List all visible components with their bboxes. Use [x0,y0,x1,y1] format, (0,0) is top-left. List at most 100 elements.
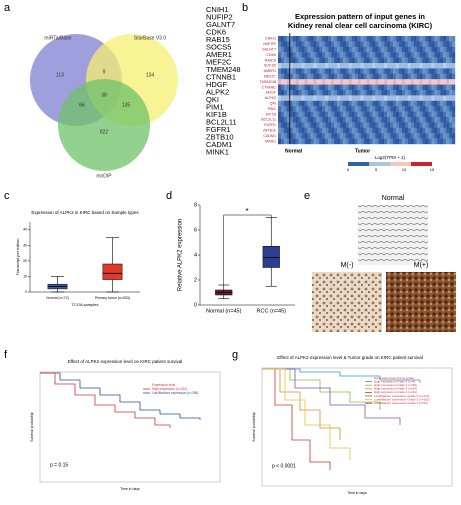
heat-cell [334,36,338,42]
heat-cell [449,117,453,123]
heat-cell [295,79,299,85]
heat-cell [319,68,323,74]
heat-cell [351,138,355,145]
heat-cell [393,127,397,134]
heat-cell [375,127,379,134]
heat-cell [331,84,335,91]
heat-cell [416,36,420,42]
heat-cell [278,100,282,107]
heat-cell [449,79,453,85]
heat-cell [307,111,311,118]
heat-cell [298,46,302,53]
heat-cell [384,90,388,96]
heat-cell [278,127,282,134]
gene-name: KIF1B [206,110,227,119]
heat-cell [393,84,397,91]
heat-cell [325,111,329,118]
heat-cell [301,46,305,53]
heat-cell [446,90,450,96]
heat-cell [384,127,388,134]
heat-cell [366,68,370,74]
heat-cell [298,68,302,74]
heat-cell [348,41,352,47]
heat-cell [313,68,317,74]
heat-cell [443,122,447,128]
heat-cell [286,46,290,53]
heat-cell [351,106,355,112]
heat-cell [407,122,411,128]
heat-cell [396,68,400,74]
heat-cell [295,122,299,128]
heat-cell [393,117,397,123]
heat-cell [372,79,376,85]
heat-cell [304,90,308,96]
heat-cell [334,84,338,91]
heat-cell [295,133,299,139]
heat-cell [310,117,314,123]
heat-cell [404,46,408,53]
heat-cell [351,117,355,123]
heat-cell [410,41,414,47]
heat-cell [422,63,426,69]
heat-cell [440,68,444,74]
heat-cell [452,133,456,139]
heat-cell [401,122,406,128]
heat-cell [369,57,373,64]
heat-cell [369,46,373,53]
heat-cell [369,90,373,96]
heat-cell [334,46,338,53]
heat-cell [446,46,450,53]
heat-cell [307,122,311,128]
heat-cell [289,73,293,80]
heat-cell [348,63,352,69]
heat-cell [363,79,367,85]
heat-cell [375,73,379,80]
heat-cell [434,79,438,85]
heat-cell [443,117,447,123]
heat-cell [316,79,320,85]
heat-cell [351,133,355,139]
heatmap-title: Expression pattern of input genes in Kid… [287,12,433,30]
heat-cell [428,95,432,101]
heat-cell [304,68,308,74]
heat-cell [384,111,388,118]
heat-cell [298,63,302,69]
heat-cell [428,52,432,58]
heat-cell [434,57,438,64]
heat-cell [351,90,355,96]
heat-cell [354,117,358,123]
heat-cell [393,36,397,42]
heat-cell [292,117,296,123]
heat-cell [337,117,341,123]
heat-cell [345,52,349,58]
heat-cell [372,73,376,80]
heat-cell [384,63,388,69]
heat-cell [357,117,361,123]
heat-cell [381,122,385,128]
heat-cell [393,52,397,58]
heat-cell [393,138,397,145]
heat-cell [398,100,403,107]
heat-cell [375,106,379,112]
heat-cell [357,79,361,85]
heat-cell [369,73,373,80]
heat-cell [339,106,344,112]
heat-cell [381,100,385,107]
heat-cell [322,46,326,53]
heat-cell [404,52,408,58]
heat-cell [325,106,329,112]
heat-cell [449,46,453,53]
heat-cell [440,36,444,42]
heat-cell [440,73,444,80]
heat-cell [452,63,456,69]
heat-cell [342,111,347,118]
heat-cell [328,122,332,128]
heat-cell [378,79,382,85]
heat-cell [357,41,361,47]
heat-cell [393,79,397,85]
heat-cell [428,106,432,112]
heat-cell [354,41,358,47]
heat-cell [384,84,388,91]
group-label: Normal [285,148,303,154]
heat-cell [301,90,305,96]
